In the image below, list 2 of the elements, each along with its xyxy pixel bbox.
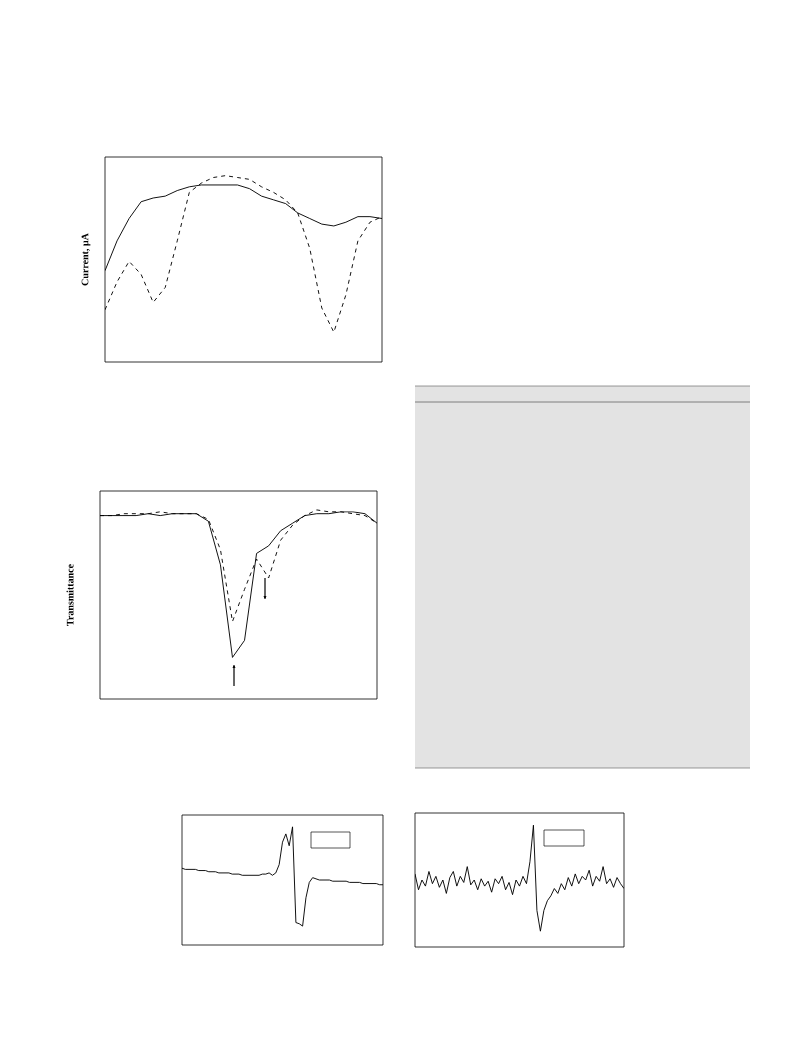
y-axis-title: Current, µA <box>81 233 91 286</box>
y-axis-title: Transmittance <box>66 564 74 626</box>
